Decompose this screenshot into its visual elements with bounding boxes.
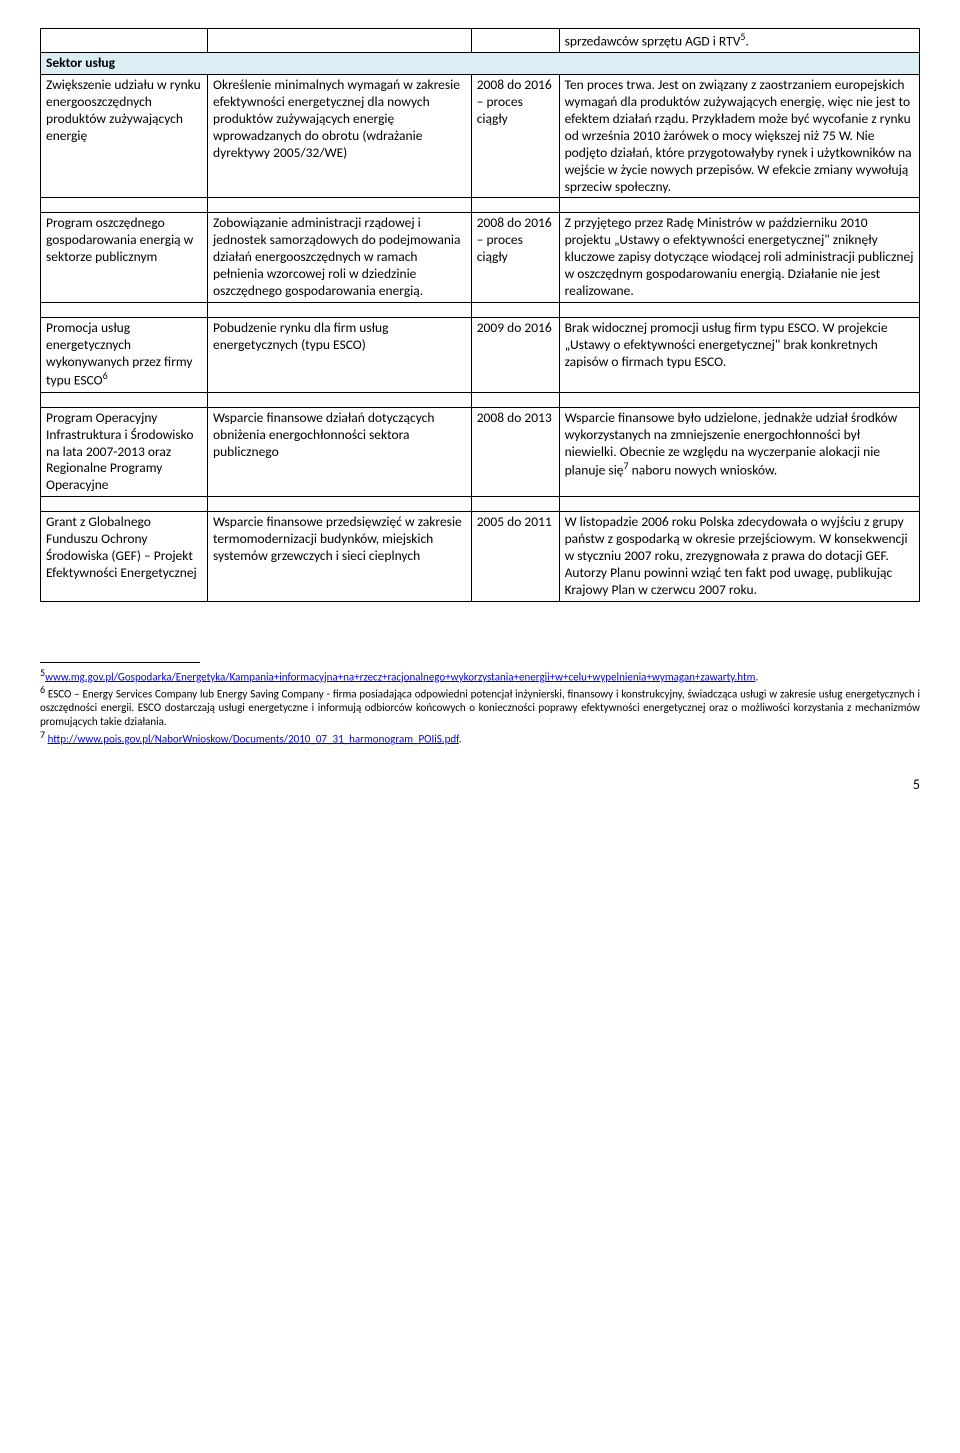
main-table: sprzedawców sprzętu AGD i RTV5. Sektor u… (40, 28, 920, 602)
cell-name: Program oszczędnego gospodarowania energ… (41, 213, 208, 302)
section-header: Sektor usług (41, 53, 920, 75)
table-row: Program Operacyjny Infrastruktura i Środ… (41, 407, 920, 496)
section-header-row: Sektor usług (41, 53, 920, 75)
cell-status: Ten proces trwa. Jest on związany z zaos… (559, 75, 919, 198)
cell-status: Z przyjętego przez Radę Ministrów w paźd… (559, 213, 919, 302)
cell-empty (471, 29, 559, 53)
cell-status: W listopadzie 2006 roku Polska zdecydowa… (559, 512, 919, 601)
cell-desc: Wsparcie finansowe przedsięwzięć w zakre… (208, 512, 472, 601)
cell-status: Wsparcie finansowe było udzielone, jedna… (559, 407, 919, 496)
cell-name: Zwiększenie udziału w rynku energooszczę… (41, 75, 208, 198)
footnote-7: 7 http://www.pois.gov.pl/NaborWnioskow/D… (40, 729, 920, 746)
cell-period: 2009 do 2016 (471, 317, 559, 392)
cell-status: Brak widocznej promocji usług firm typu … (559, 317, 919, 392)
cell-period: 2008 do 2016 – proces ciągły (471, 213, 559, 302)
cell-period: 2008 do 2013 (471, 407, 559, 496)
table-row: Program oszczędnego gospodarowania energ… (41, 213, 920, 302)
cell-desc: Określenie minimalnych wymagań w zakresi… (208, 75, 472, 198)
cell-desc: Zobowiązanie administracji rządowej i je… (208, 213, 472, 302)
cell-name: Program Operacyjny Infrastruktura i Środ… (41, 407, 208, 496)
carryover-row: sprzedawców sprzętu AGD i RTV5. (41, 29, 920, 53)
cell-name: Grant z Globalnego Funduszu Ochrony Środ… (41, 512, 208, 601)
footnote-link[interactable]: www.mg.gov.pl/Gospodarka/Energetyka/Kamp… (45, 670, 755, 683)
table-row: Promocja usług energetycznych wykonywany… (41, 317, 920, 392)
cell-desc: Wsparcie finansowe działań dotyczących o… (208, 407, 472, 496)
footnotes: 5www.mg.gov.pl/Gospodarka/Energetyka/Kam… (40, 662, 920, 747)
footnote-6: 6 ESCO – Energy Services Company lub Ene… (40, 684, 920, 729)
footnote-divider (40, 662, 200, 663)
table-row: Grant z Globalnego Funduszu Ochrony Środ… (41, 512, 920, 601)
page-number: 5 (40, 776, 920, 794)
cell-period: 2005 do 2011 (471, 512, 559, 601)
cell-name: Promocja usług energetycznych wykonywany… (41, 317, 208, 392)
cell-desc: Pobudzenie rynku dla firm usług energety… (208, 317, 472, 392)
cell-text: sprzedawców sprzętu AGD i RTV5. (559, 29, 919, 53)
footnote-link[interactable]: http://www.pois.gov.pl/NaborWnioskow/Doc… (48, 732, 459, 745)
table-row: Zwiększenie udziału w rynku energooszczę… (41, 75, 920, 198)
cell-period: 2008 do 2016 – proces ciągły (471, 75, 559, 198)
cell-empty (208, 29, 472, 53)
footnote-5: 5www.mg.gov.pl/Gospodarka/Energetyka/Kam… (40, 667, 920, 684)
cell-empty (41, 29, 208, 53)
